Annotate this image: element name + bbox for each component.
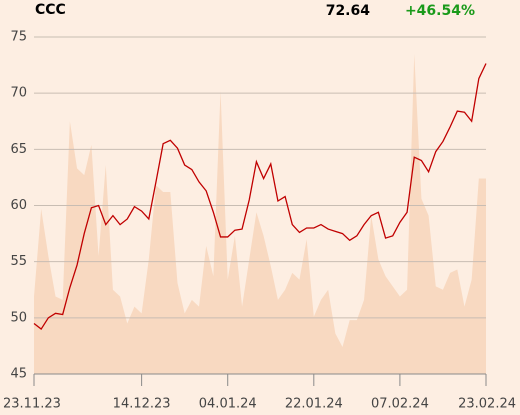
last-value: 72.64	[326, 3, 371, 19]
y-tick-label: 65	[10, 142, 27, 157]
x-tick-label: 07.02.24	[371, 397, 429, 412]
volume-area	[34, 53, 486, 374]
x-tick-label: 04.01.24	[199, 397, 257, 412]
x-tick-label: 14.12.23	[113, 397, 171, 412]
ticker: CCC	[35, 2, 66, 18]
y-tick-label: 70	[10, 86, 27, 101]
x-tick-label: 22.01.24	[285, 397, 343, 412]
change: +46.54%	[405, 3, 475, 19]
y-tick-label: 45	[10, 367, 27, 382]
x-tick-label: 23.11.23	[3, 397, 61, 412]
y-tick-label: 75	[10, 30, 27, 45]
price-line	[33, 63, 487, 331]
y-tick-label: 55	[10, 254, 27, 269]
y-tick-label: 50	[10, 310, 27, 325]
y-tick-label: 60	[10, 198, 27, 213]
x-tick-label: 23.02.24	[458, 397, 516, 412]
